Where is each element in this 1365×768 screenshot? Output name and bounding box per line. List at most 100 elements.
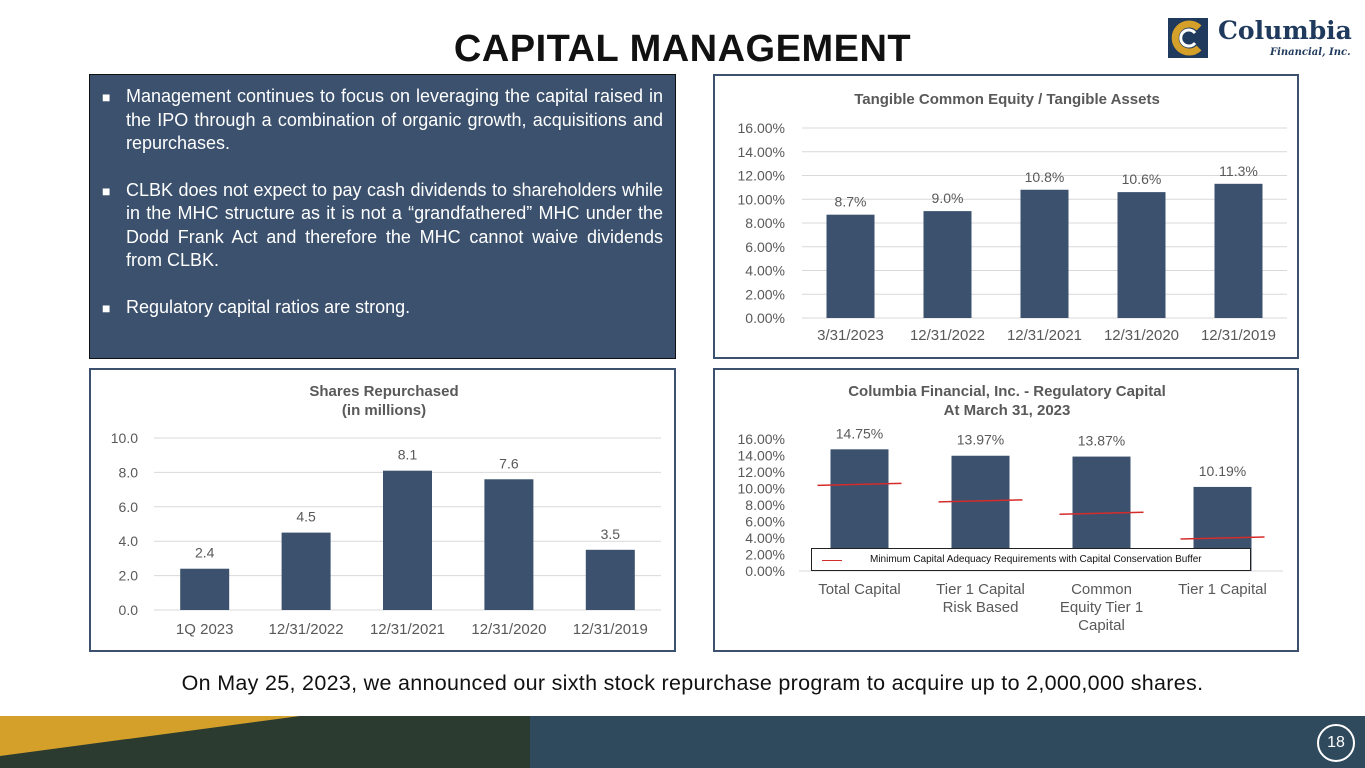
data-label: 8.1 [398,447,418,463]
regulatory-capital-chart-panel: Columbia Financial, Inc. - Regulatory Ca… [713,368,1299,652]
x-category-label: 12/31/2021 [370,621,445,638]
bar [585,549,635,610]
y-tick-label: 12.00% [738,168,785,184]
bullet-item: ■ Regulatory capital ratios are strong. [102,296,663,321]
y-tick-label: 10.0 [111,430,138,446]
y-tick-label: 2.00% [745,286,785,302]
x-category-label: Risk Based [943,599,1019,616]
min-requirement-line [1059,511,1144,515]
tce-chart: Tangible Common Equity / Tangible Assets… [738,91,1287,344]
x-category-label: Total Capital [818,581,901,598]
y-tick-label: 4.00% [745,530,785,546]
y-tick-label: 6.0 [119,499,139,515]
bar [1117,192,1166,318]
band-gold [0,716,300,756]
chart-subtitle: At March 31, 2023 [944,402,1071,419]
data-label: 9.0% [932,190,964,206]
x-category-label: 12/31/2021 [1007,327,1082,344]
regulatory-capital-chart: Columbia Financial, Inc. - Regulatory Ca… [738,383,1283,634]
columbia-logo-icon [1168,18,1208,58]
data-label: 2.4 [195,545,215,561]
bar [383,470,432,610]
legend-label: Minimum Capital Adequacy Requirements wi… [870,554,1202,565]
y-tick-label: 0.00% [745,310,785,326]
y-tick-label: 0.0 [119,602,139,618]
bar [180,568,230,610]
shares-repurchased-chart: Shares Repurchased (in millions) 0.0 2.0 4.0… [111,383,661,638]
chart-legend: Minimum Capital Adequacy Requirements wi… [811,548,1251,571]
x-category-label: 12/31/2020 [471,621,546,638]
data-label: 13.87% [1078,433,1125,449]
page-number: 18 [1317,724,1355,762]
x-category-label: 12/31/2019 [1201,327,1276,344]
y-tick-label: 8.00% [745,497,785,513]
bar [923,211,972,318]
y-tick-label: 4.0 [119,533,139,549]
y-tick-label: 8.00% [745,215,785,231]
bullet-text: CLBK does not expect to pay cash dividen… [126,179,663,271]
data-label: 10.8% [1025,169,1065,185]
bullet-item: ■ Management continues to focus on lever… [102,85,663,156]
data-label: 3.5 [601,526,621,542]
min-requirement-line [938,499,1023,503]
bottom-band [0,716,1365,768]
data-label: 10.19% [1199,463,1246,479]
y-tick-label: 0.00% [745,563,785,579]
y-tick-label: 14.00% [738,144,785,160]
logo-name: Columbia [1218,16,1352,45]
logo-tagline: Financial, Inc. [1270,47,1351,58]
square-bullet-icon: ■ [102,299,111,316]
bullet-box: ■ Management continues to focus on lever… [89,74,676,359]
legend-line-swatch [822,560,842,561]
y-tick-label: 2.00% [745,547,785,563]
x-category-label: Common [1071,581,1132,598]
y-tick-label: 6.00% [745,239,785,255]
tce-chart-panel: Tangible Common Equity / Tangible Assets… [713,74,1299,359]
y-tick-label: 16.00% [738,431,785,447]
y-tick-label: 10.00% [738,481,785,497]
data-label: 8.7% [835,194,867,210]
x-category-label: Equity Tier 1 [1060,599,1143,616]
y-tick-label: 10.00% [738,191,785,207]
x-category-label: 12/31/2022 [910,327,985,344]
y-tick-label: 12.00% [738,464,785,480]
chart-title: Columbia Financial, Inc. - Regulatory Ca… [848,383,1166,400]
company-logo: Columbia Financial, Inc. [1166,14,1356,64]
data-label: 13.97% [957,432,1004,448]
bullet-text: Regulatory capital ratios are strong. [126,296,411,317]
bar [1214,183,1263,318]
x-category-label: 12/31/2019 [573,621,648,638]
footer-announcement: On May 25, 2023, we announced our sixth … [181,671,1204,695]
data-label: 11.3% [1219,163,1258,179]
chart-title: Tangible Common Equity / Tangible Assets [854,91,1160,108]
data-label: 7.6 [499,455,519,471]
y-tick-label: 2.0 [119,568,139,584]
x-category-label: 3/31/2023 [817,327,884,344]
square-bullet-icon: ■ [102,182,111,199]
chart-title: Shares Repurchased [309,383,458,400]
data-label: 4.5 [296,509,316,525]
data-label: 14.75% [836,425,883,441]
x-category-label: Capital [1078,617,1125,634]
x-category-label: 1Q 2023 [176,621,234,638]
y-tick-label: 16.00% [738,120,785,136]
y-tick-label: 6.00% [745,514,785,530]
x-category-label: 12/31/2020 [1104,327,1179,344]
y-tick-label: 4.00% [745,263,785,279]
shares-repurchased-chart-panel: Shares Repurchased (in millions) 0.0 2.0 4.0… [89,368,676,652]
x-category-label: Tier 1 Capital [1178,581,1267,598]
bullet-item: ■ CLBK does not expect to pay cash divid… [102,179,663,273]
x-category-label: 12/31/2022 [269,621,344,638]
min-requirement-line [817,482,902,487]
bar [281,532,331,610]
x-category-label: Tier 1 Capital [936,581,1025,598]
data-label: 10.6% [1122,171,1162,187]
bar [484,479,534,610]
y-tick-label: 14.00% [738,448,785,464]
chart-subtitle: (in millions) [342,402,426,419]
bullet-text: Management continues to focus on leverag… [126,86,663,153]
y-tick-label: 8.0 [119,464,139,480]
bar [1020,189,1069,318]
bar [826,214,875,318]
square-bullet-icon: ■ [102,89,111,105]
